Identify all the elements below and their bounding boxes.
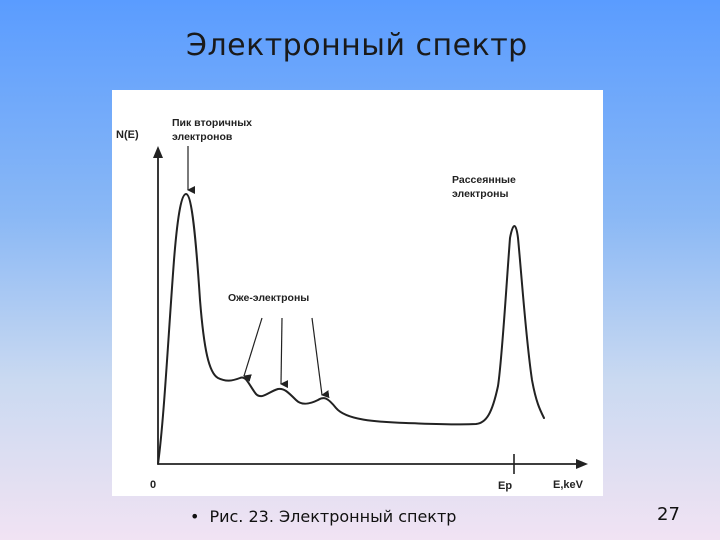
auger-arrow-2 (280, 317, 289, 389)
spectrum-figure: N(E) 0 Ep E,keV Пик вторичных электронов… (112, 90, 603, 496)
y-axis-label: N(E) (116, 129, 139, 141)
ep-label: Ep (498, 480, 512, 492)
auger-arrow-3 (311, 317, 330, 399)
page-number: 27 (657, 504, 680, 525)
y-axis-arrow-icon (153, 146, 163, 158)
secondary-peak-label-line2: электронов (172, 131, 233, 143)
spectrum-diagram: N(E) 0 Ep E,keV Пик вторичных электронов… (116, 117, 588, 492)
scattered-label-line1: Рассеянные (452, 174, 516, 186)
auger-arrow-1 (243, 317, 263, 382)
slide-title: Электронный спектр (186, 28, 528, 63)
spectrum-curve (157, 193, 545, 465)
x-axis-label: E,keV (553, 479, 584, 491)
figure-caption: • Рис. 23. Электронный спектр (190, 507, 456, 526)
caption-text: Рис. 23. Электронный спектр (209, 507, 457, 526)
bullet-icon: • (190, 507, 200, 526)
auger-label: Оже-электроны (228, 292, 309, 304)
scattered-label-line2: электроны (452, 188, 508, 200)
x-axis-arrow-icon (576, 459, 588, 469)
origin-label: 0 (150, 479, 156, 491)
secondary-peak-label-line1: Пик вторичных (172, 117, 252, 129)
